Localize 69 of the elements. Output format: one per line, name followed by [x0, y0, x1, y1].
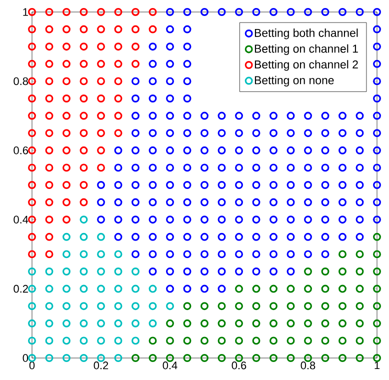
point — [45, 302, 54, 310]
point — [132, 268, 140, 276]
point — [80, 232, 88, 241]
point — [62, 232, 70, 241]
point — [80, 268, 88, 276]
point — [62, 268, 70, 276]
point — [132, 319, 140, 328]
point — [114, 250, 122, 258]
x-tick-label: 0 — [29, 362, 35, 370]
point — [148, 284, 157, 293]
y-tick-label: 0.4 — [14, 216, 28, 224]
point — [132, 336, 140, 345]
y-tick-label: 0 — [22, 354, 28, 362]
x-tick-label: 0.4 — [162, 362, 178, 370]
point — [114, 268, 122, 276]
point — [80, 284, 88, 293]
point — [28, 302, 36, 310]
x-tick-label: 1 — [374, 362, 380, 370]
point — [114, 319, 122, 328]
point — [28, 354, 36, 362]
point — [132, 284, 140, 293]
x-tick-label: 0.6 — [232, 362, 246, 370]
point — [166, 302, 174, 310]
point — [80, 216, 88, 224]
point — [28, 284, 36, 293]
point — [80, 336, 88, 345]
point — [114, 354, 122, 362]
legend-label: Betting on channel 1 — [254, 44, 358, 56]
legend-label: Betting on none — [254, 76, 334, 87]
point — [62, 302, 70, 310]
point — [114, 336, 122, 345]
point — [62, 250, 70, 258]
point — [45, 354, 54, 362]
y-tick-label: 1 — [23, 8, 28, 16]
y-tick-label: 0.2 — [14, 284, 28, 293]
x-tick-label: 0.2 — [94, 362, 108, 370]
point — [62, 319, 70, 328]
point — [148, 319, 157, 328]
point — [80, 250, 88, 258]
point — [28, 268, 36, 276]
point — [62, 284, 70, 293]
point — [97, 232, 105, 241]
legend-label: Betting both channel — [254, 28, 358, 40]
point — [28, 336, 36, 345]
point — [97, 336, 105, 345]
point — [80, 302, 88, 310]
point — [97, 302, 105, 310]
point — [114, 284, 122, 293]
legend-label: Betting on channel 2 — [254, 60, 358, 71]
point — [28, 319, 36, 328]
point — [62, 354, 70, 362]
point — [80, 319, 88, 328]
x-tick-label: 0.8 — [300, 362, 316, 370]
point — [114, 302, 122, 310]
point — [45, 284, 54, 293]
point — [97, 354, 105, 362]
point — [45, 336, 54, 345]
y-tick-label: 0.6 — [14, 146, 28, 154]
point — [97, 284, 105, 293]
point — [45, 319, 54, 328]
y-tick-label: 0.8 — [14, 77, 28, 86]
point — [62, 336, 70, 345]
point — [97, 319, 105, 328]
point — [80, 354, 88, 362]
point — [45, 268, 54, 276]
point — [148, 302, 157, 310]
point — [97, 250, 105, 258]
point — [97, 268, 105, 276]
point — [132, 302, 140, 310]
